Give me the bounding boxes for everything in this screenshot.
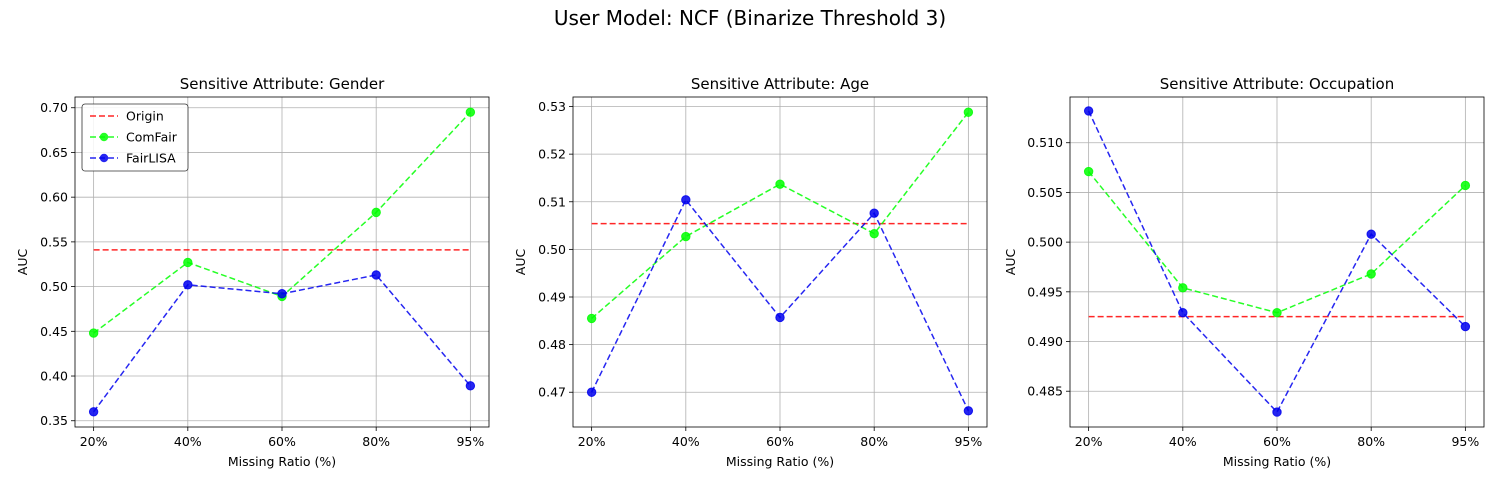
y-tick-label: 0.65 [40,145,68,160]
y-tick-label: 0.49 [538,290,566,305]
data-point-comfair [963,107,974,117]
x-tick-label: 95% [1451,434,1479,449]
y-axis-label: AUC [15,249,30,276]
data-point-fairlisa [586,387,597,397]
data-point-comfair [1083,166,1094,177]
y-axis-label: AUC [1003,249,1018,276]
x-tick-label: 80% [860,434,888,449]
legend-marker-comfair [99,132,109,142]
grid [573,97,987,427]
data-point-fairlisa [183,280,193,290]
y-tick-label: 0.48 [538,337,566,352]
data-point-comfair [183,257,193,268]
y-axis-label: AUC [513,249,528,276]
data-point-comfair [586,313,597,324]
data-point-fairlisa [371,270,381,280]
x-axis-label: Missing Ratio (%) [228,454,336,469]
x-axis-label: Missing Ratio (%) [726,454,834,469]
y-tick-label: 0.35 [40,413,68,428]
y-tick-label: 0.52 [538,147,566,162]
data-point-fairlisa [869,208,879,218]
legend-label: Origin [126,109,164,124]
figure-title: User Model: NCF (Binarize Threshold 3) [554,6,946,30]
data-point-comfair [1272,307,1282,318]
data-point-comfair [1366,269,1376,279]
subplot-title: Sensitive Attribute: Occupation [1160,75,1394,93]
series-fairlisa [88,270,476,417]
x-tick-label: 20% [578,434,606,449]
data-point-comfair [681,231,691,242]
legend-label: FairLISA [126,151,176,166]
data-point-comfair [465,107,476,117]
y-tick-label: 0.45 [40,324,68,339]
legend-marker-fairlisa [99,153,109,163]
data-point-comfair [371,207,381,218]
subplot-title: Sensitive Attribute: Gender [180,75,385,93]
data-point-comfair [869,228,879,239]
y-tick-label: 0.40 [40,369,68,384]
x-tick-label: 95% [954,434,982,449]
data-point-fairlisa [775,312,785,323]
data-point-comfair [775,179,785,189]
x-tick-label: 80% [1357,434,1385,449]
data-point-fairlisa [681,195,691,205]
y-tick-label: 0.70 [40,100,68,115]
subplot-2: 20% 40% 60% 80% 95% 0.47 0.48 0.49 0.50 0.51 0.52 0… [513,75,988,469]
x-tick-label: 60% [1263,434,1291,449]
x-tick-label: 60% [766,434,794,449]
x-tick-label: 80% [362,434,390,449]
data-point-comfair [88,328,99,338]
data-point-fairlisa [963,406,974,416]
series-comfair [1083,166,1471,318]
data-point-fairlisa [1460,321,1471,332]
y-tick-label: 0.53 [538,99,566,114]
data-point-fairlisa [1366,229,1376,239]
data-point-fairlisa [465,381,476,391]
x-tick-label: 95% [456,434,484,449]
grid [1070,97,1484,427]
y-tick-label: 0.50 [538,242,566,257]
data-point-fairlisa [277,289,287,299]
y-tick-label: 0.55 [40,234,68,249]
x-tick-label: 40% [672,434,700,449]
y-tick-label: 0.490 [1027,334,1063,349]
y-tick-label: 0.505 [1027,185,1063,200]
series-fairlisa [1083,106,1471,417]
x-tick-label: 20% [80,434,108,449]
y-tick-label: 0.50 [40,279,68,294]
x-tick-label: 20% [1075,434,1103,449]
series-comfair [586,107,974,324]
data-point-fairlisa [1083,106,1094,116]
axes-frame [74,96,490,428]
y-tick-label: 0.51 [538,194,566,209]
x-tick-label: 40% [1169,434,1197,449]
x-axis-label: Missing Ratio (%) [1223,454,1331,469]
data-point-comfair [1460,180,1471,191]
series-fairlisa [586,195,974,416]
y-tick-label: 0.485 [1027,384,1063,399]
data-point-fairlisa [1272,407,1282,417]
subplot-3: 20% 40% 60% 80% 95% 0.485 0.490 0.495 0.500 0.505… [1003,75,1485,469]
y-tick-label: 0.510 [1027,135,1063,150]
axes-frame [1069,96,1485,428]
x-tick-label: 40% [174,434,202,449]
legend: Origin ComFair FairLISA [81,103,189,172]
series-line-comfair [591,111,969,319]
y-tick-label: 0.60 [40,190,68,205]
series-line-fairlisa [1087,110,1466,414]
data-point-comfair [1178,283,1188,293]
data-point-fairlisa [1178,307,1188,318]
y-tick-label: 0.500 [1027,235,1063,250]
y-tick-label: 0.495 [1027,284,1063,299]
legend-label: ComFair [126,130,178,145]
charts-container: 20% 40% 60% 80% 95% 0.35 0.40 0.45 0.50 0.55 0.60 0… [15,75,1485,469]
legend-box [81,103,189,172]
y-tick-label: 0.47 [538,385,566,400]
axes-frame [572,96,988,428]
subplot-1: 20% 40% 60% 80% 95% 0.35 0.40 0.45 0.50 0.55 0.60 0… [15,75,490,469]
data-point-fairlisa [88,407,99,417]
x-tick-label: 60% [268,434,296,449]
subplot-title: Sensitive Attribute: Age [691,75,869,93]
